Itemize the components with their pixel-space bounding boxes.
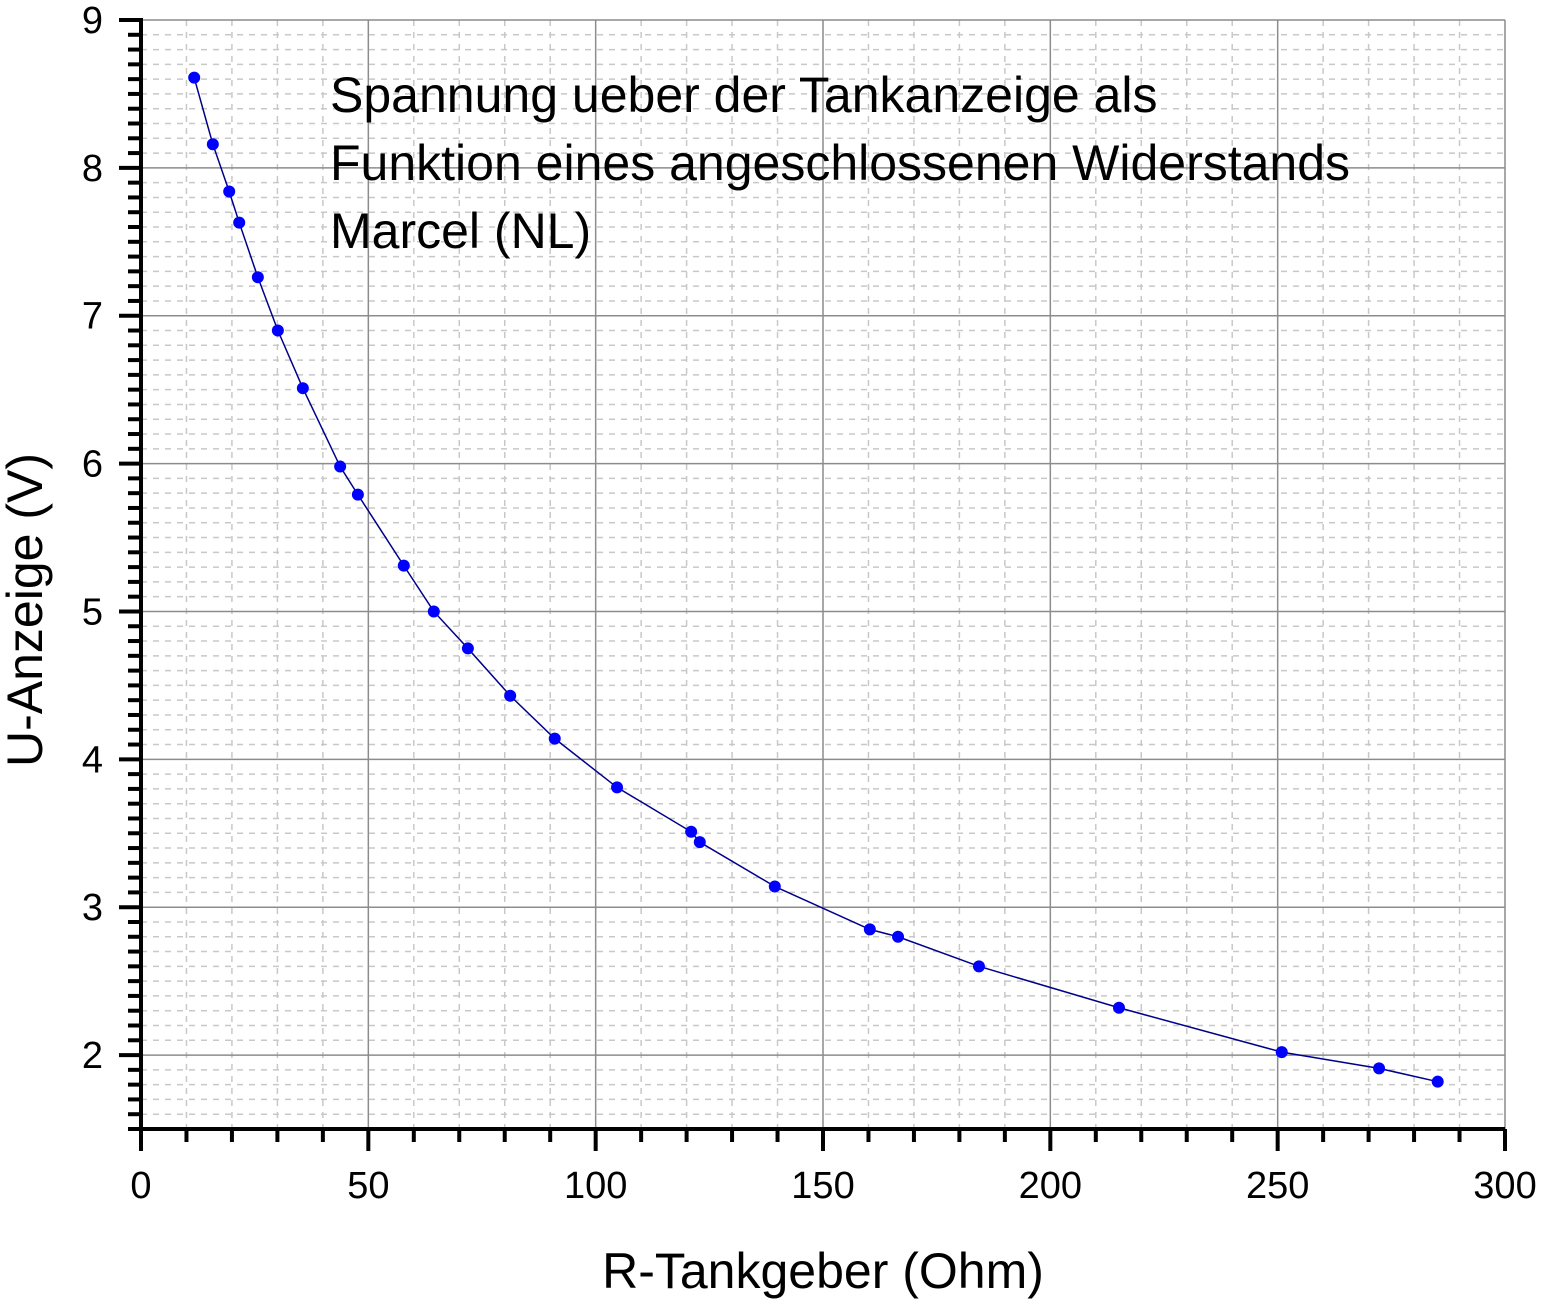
axes [119, 18, 1507, 1151]
data-point [223, 185, 236, 198]
data-point [693, 836, 706, 849]
title-line: Marcel (NL) [330, 203, 591, 259]
data-point [351, 488, 364, 501]
x-tick-label: 150 [791, 1165, 854, 1207]
data-point [504, 689, 517, 702]
x-tick-label: 50 [347, 1165, 389, 1207]
data-point [685, 825, 698, 838]
data-point [548, 732, 561, 745]
y-tick-label: 9 [82, 0, 103, 42]
x-tick-label: 100 [564, 1165, 627, 1207]
x-tick-label: 250 [1246, 1165, 1309, 1207]
data-point [334, 460, 347, 473]
data-point [863, 923, 876, 936]
data-point [233, 216, 246, 229]
data-point [1275, 1046, 1288, 1059]
data-point [188, 71, 201, 84]
tick-labels: 0 50 100 150 200 250 300 2 3 4 5 6 7 8 9 [82, 0, 1537, 1207]
y-tick-label: 6 [82, 444, 103, 486]
data-point [251, 271, 264, 284]
data-series [188, 71, 1444, 1088]
y-tick-label: 2 [82, 1035, 103, 1077]
title-line: Funktion eines angeschlossenen Widerstan… [330, 135, 1350, 191]
data-point [1431, 1075, 1444, 1088]
data-point [206, 138, 219, 151]
y-tick-label: 7 [82, 296, 103, 338]
data-point [892, 930, 905, 943]
data-point [397, 559, 410, 572]
x-tick-label: 300 [1473, 1165, 1536, 1207]
data-point [296, 382, 309, 395]
y-tick-label: 4 [82, 739, 103, 781]
x-tick-label: 0 [130, 1165, 151, 1207]
data-point [1373, 1062, 1386, 1075]
y-tick-label: 5 [82, 591, 103, 633]
data-point [611, 781, 624, 794]
grid [141, 19, 1506, 1129]
data-point [461, 642, 474, 655]
data-point [768, 880, 781, 893]
x-tick-label: 200 [1019, 1165, 1082, 1207]
chart-title: Spannung ueber der Tankanzeige als Funkt… [330, 67, 1350, 259]
y-axis-title: U-Anzeige (V) [0, 453, 53, 767]
y-tick-label: 3 [82, 887, 103, 929]
data-point [1112, 1001, 1125, 1014]
data-point [427, 605, 440, 618]
data-point [972, 960, 985, 973]
y-tick-label: 8 [82, 148, 103, 190]
x-axis-title: R-Tankgeber (Ohm) [602, 1243, 1044, 1299]
title-line: Spannung ueber der Tankanzeige als [330, 67, 1158, 123]
data-point [271, 324, 284, 337]
